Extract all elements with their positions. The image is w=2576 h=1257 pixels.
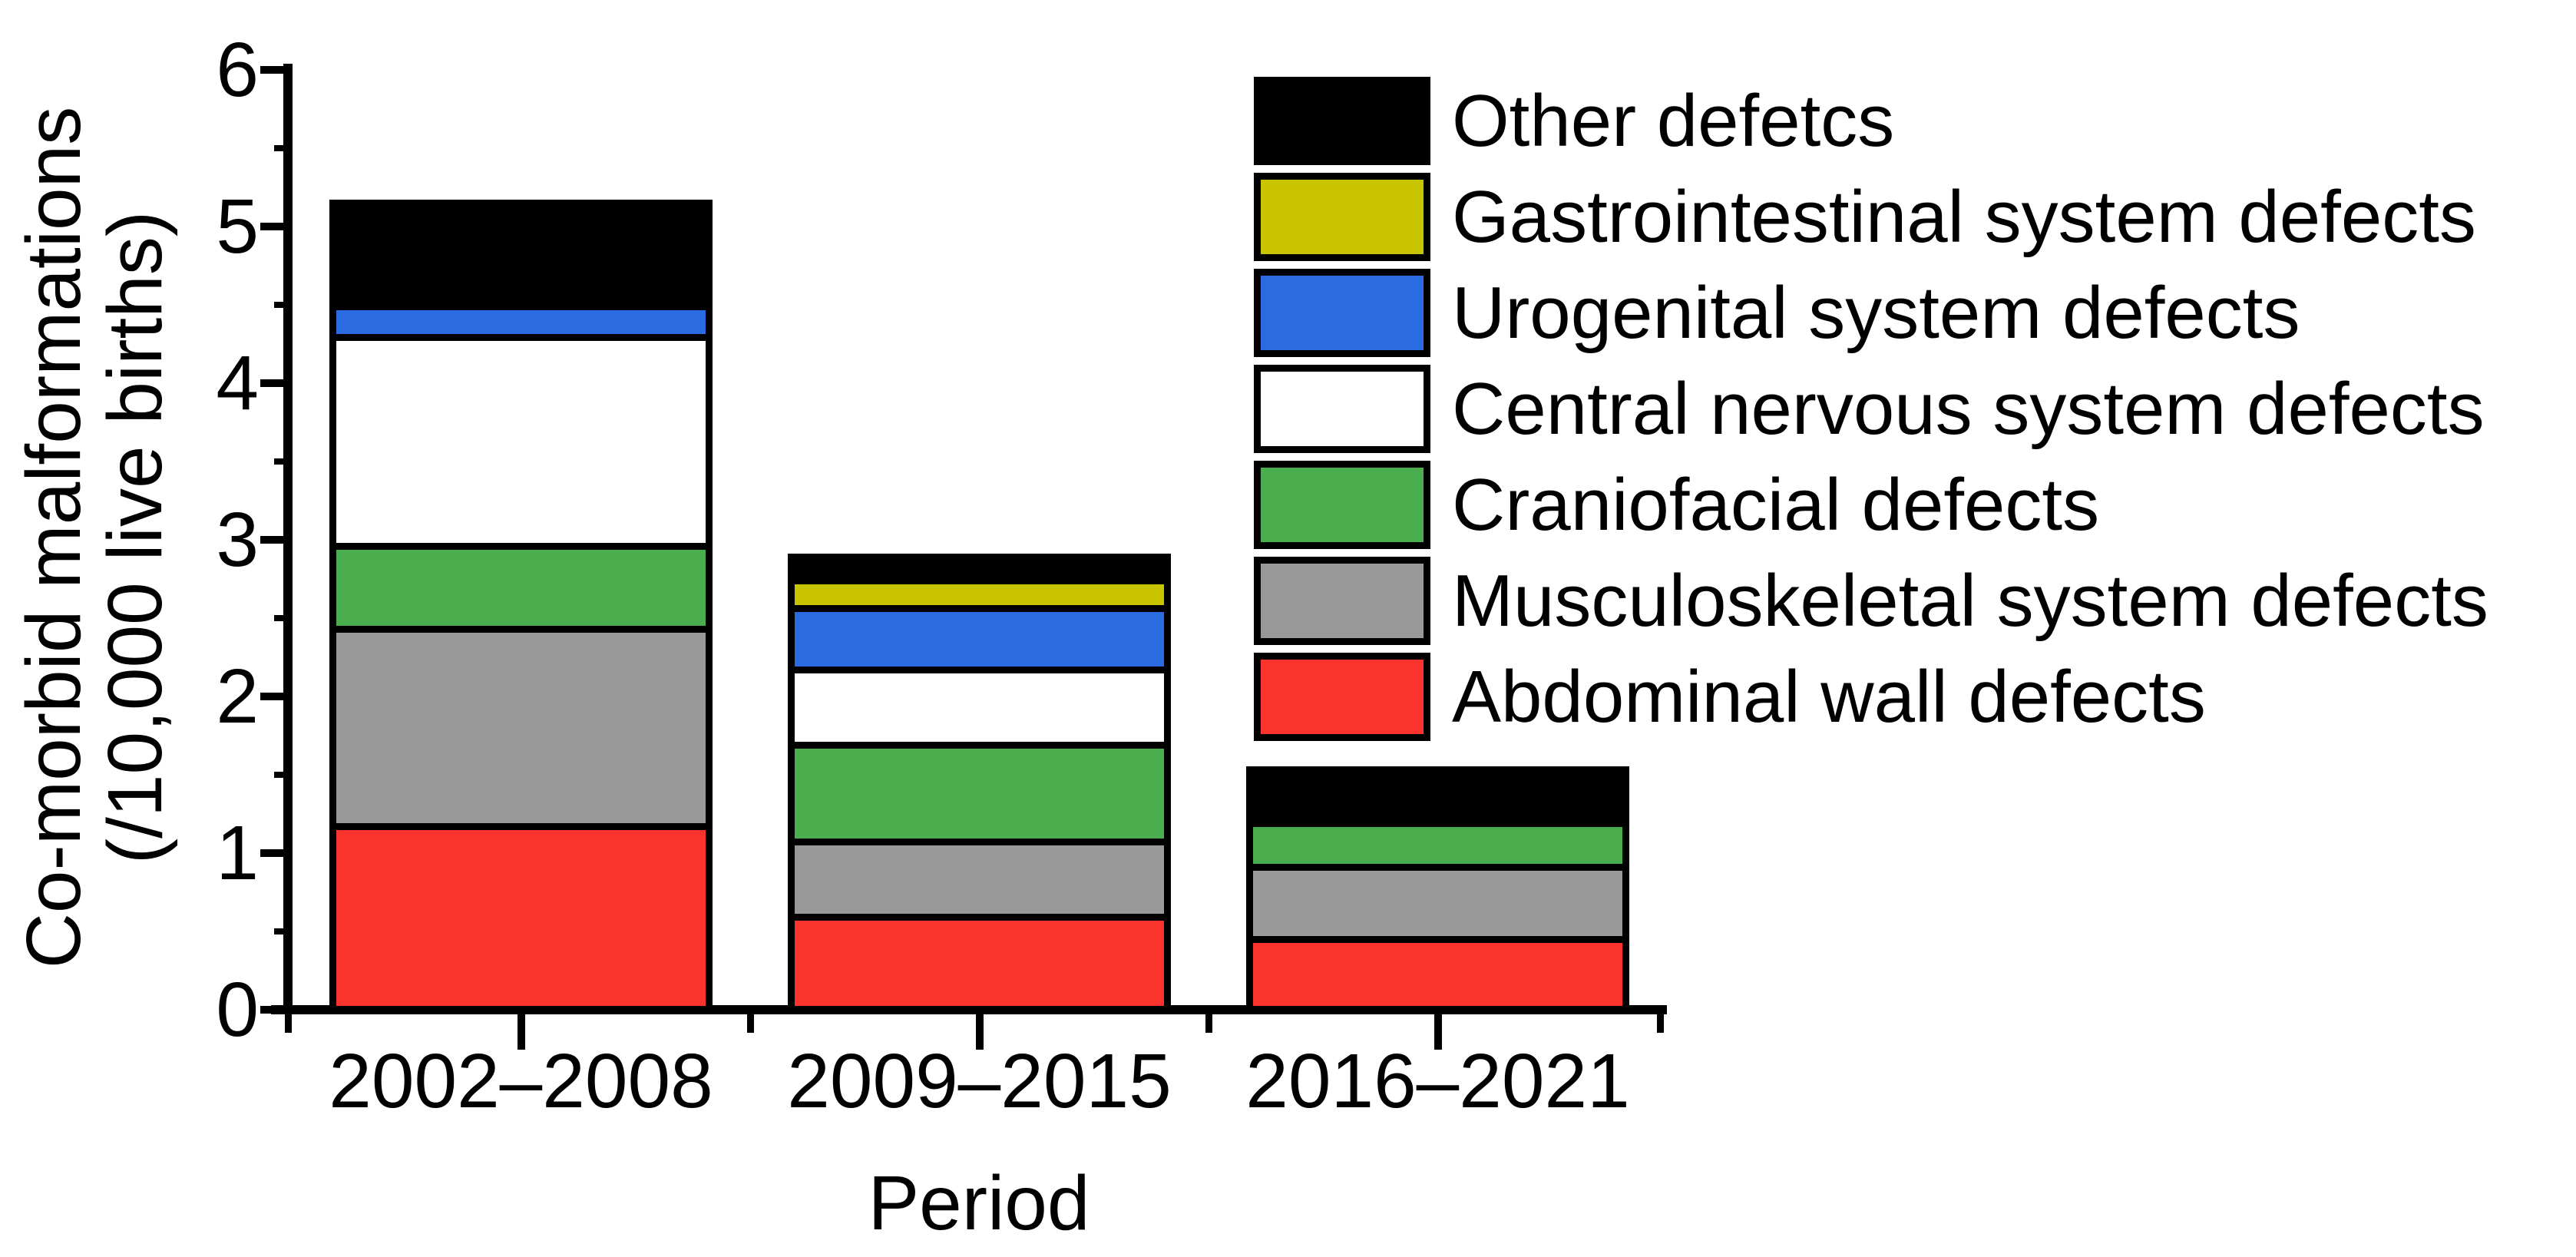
x-minor-tick bbox=[1657, 1010, 1664, 1033]
legend-item: Musculoskeletal system defects bbox=[1254, 557, 2488, 645]
legend-swatch bbox=[1254, 77, 1430, 165]
x-major-tick bbox=[975, 1010, 984, 1050]
y-major-tick bbox=[260, 536, 293, 544]
legend-swatch bbox=[1254, 557, 1430, 645]
y-minor-tick bbox=[274, 928, 293, 934]
bar-segment-divider bbox=[332, 303, 709, 310]
bar-segment bbox=[332, 546, 709, 630]
y-minor-tick bbox=[274, 458, 293, 465]
y-minor-tick bbox=[274, 145, 293, 151]
y-minor-tick bbox=[274, 772, 293, 778]
y-tick-label: 1 bbox=[216, 810, 259, 896]
legend-item: Gastrointestinal system defects bbox=[1254, 173, 2488, 261]
y-axis-title: Co-morbid malformations (/10,000 live bi… bbox=[11, 23, 178, 1052]
bar-segment bbox=[1249, 867, 1626, 940]
x-minor-tick bbox=[1205, 1010, 1212, 1033]
bar-segment bbox=[791, 608, 1168, 670]
bar-segment-divider bbox=[1249, 819, 1626, 827]
bar-segment bbox=[791, 745, 1168, 842]
bar-segment-divider bbox=[791, 605, 1168, 613]
legend-item: Craniofacial defects bbox=[1254, 461, 2488, 549]
bar-segment-divider bbox=[1249, 935, 1626, 943]
bar-segment bbox=[791, 581, 1168, 609]
y-major-tick bbox=[260, 379, 293, 387]
legend-item: Central nervous system defects bbox=[1254, 365, 2488, 453]
legend-swatch bbox=[1254, 653, 1430, 741]
y-minor-tick bbox=[274, 302, 293, 308]
legend-swatch bbox=[1254, 461, 1430, 549]
y-major-tick bbox=[260, 849, 293, 857]
legend-item: Abdominal wall defects bbox=[1254, 653, 2488, 741]
legend-label: Gastrointestinal system defects bbox=[1452, 176, 2476, 258]
bar-segment-divider bbox=[791, 839, 1168, 846]
bar-outline bbox=[329, 199, 713, 1014]
y-tick-label: 5 bbox=[216, 184, 259, 270]
bar-segment bbox=[332, 629, 709, 827]
bar-segment-divider bbox=[332, 625, 709, 633]
legend-label: Urogenital system defects bbox=[1452, 272, 2300, 354]
x-minor-tick bbox=[285, 1010, 292, 1033]
bar-segment bbox=[791, 670, 1168, 746]
legend: Other defetcs Gastrointestinal system def… bbox=[1254, 77, 2488, 749]
bar-segment bbox=[1249, 769, 1626, 824]
x-major-tick bbox=[1433, 1010, 1442, 1050]
x-major-tick bbox=[517, 1010, 525, 1050]
y-tick-label: 0 bbox=[216, 967, 259, 1053]
bar-segment bbox=[791, 557, 1168, 581]
bar-segment-divider bbox=[332, 822, 709, 830]
legend-swatch bbox=[1254, 173, 1430, 261]
y-tick-label: 3 bbox=[216, 497, 259, 583]
x-minor-tick bbox=[747, 1010, 754, 1033]
bar-segment bbox=[332, 826, 709, 1010]
y-minor-tick bbox=[274, 615, 293, 621]
bar-outline bbox=[788, 553, 1171, 1014]
x-tick-label: 2002–2008 bbox=[329, 1038, 713, 1124]
y-major-tick bbox=[260, 66, 293, 74]
bar-outline bbox=[1246, 766, 1629, 1014]
y-tick-label: 2 bbox=[216, 653, 259, 739]
legend-label: Central nervous system defects bbox=[1452, 368, 2485, 450]
bar-segment bbox=[791, 917, 1168, 1010]
y-axis-title-line2: (/10,000 live births) bbox=[92, 210, 178, 865]
bar-segment bbox=[1249, 939, 1626, 1010]
legend-label: Craniofacial defects bbox=[1452, 464, 2100, 546]
bar-segment-divider bbox=[1249, 863, 1626, 871]
bar-segment-divider bbox=[332, 334, 709, 342]
legend-swatch bbox=[1254, 269, 1430, 357]
legend-item: Urogenital system defects bbox=[1254, 269, 2488, 357]
bar-segment bbox=[791, 842, 1168, 918]
y-major-tick bbox=[260, 1006, 293, 1014]
legend-item: Other defetcs bbox=[1254, 77, 2488, 165]
y-major-tick bbox=[260, 693, 293, 700]
y-tick-label: 4 bbox=[216, 340, 259, 426]
bar-segment bbox=[332, 203, 709, 307]
y-major-tick bbox=[260, 223, 293, 230]
bar-segment bbox=[1249, 823, 1626, 868]
y-axis-title-line1: Co-morbid malformations bbox=[11, 106, 97, 969]
legend-label: Abdominal wall defects bbox=[1452, 656, 2206, 738]
bar-segment bbox=[332, 337, 709, 547]
legend-label: Musculoskeletal system defects bbox=[1452, 560, 2488, 642]
bar-segment-divider bbox=[791, 741, 1168, 749]
bar-segment bbox=[332, 306, 709, 338]
legend-swatch bbox=[1254, 365, 1430, 453]
legend-label: Other defetcs bbox=[1452, 80, 1895, 162]
bar-segment-divider bbox=[332, 542, 709, 550]
bar-segment-divider bbox=[791, 666, 1168, 673]
bar-segment-divider bbox=[791, 577, 1168, 584]
x-axis-title: Period bbox=[868, 1160, 1090, 1246]
bar-segment-divider bbox=[791, 914, 1168, 921]
y-tick-label: 6 bbox=[216, 27, 259, 113]
x-tick-label: 2016–2021 bbox=[1245, 1038, 1630, 1124]
x-tick-label: 2009–2015 bbox=[787, 1038, 1172, 1124]
